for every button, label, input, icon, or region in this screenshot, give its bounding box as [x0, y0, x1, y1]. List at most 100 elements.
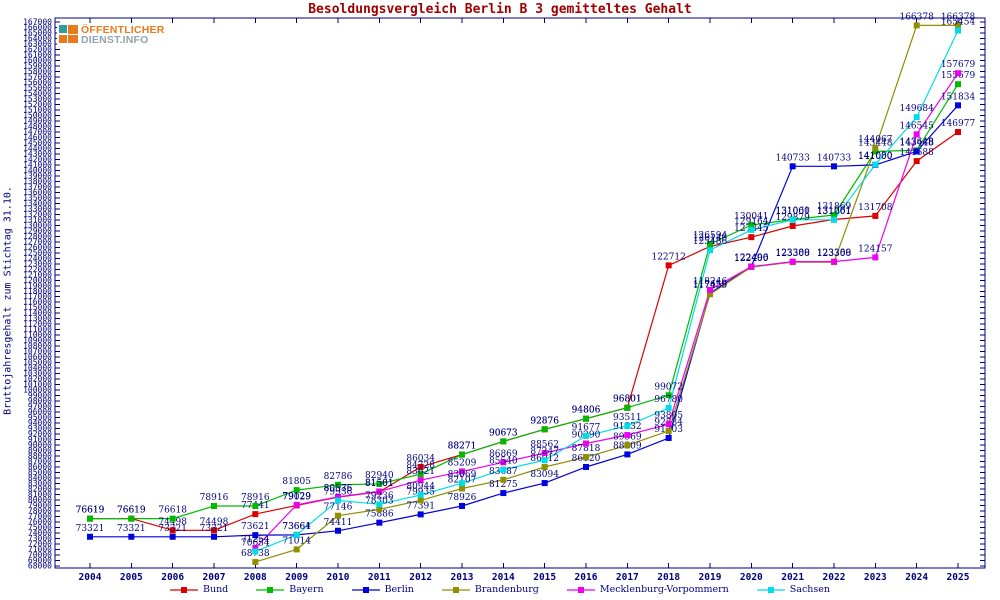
y-tick-label: 163000: [23, 39, 52, 48]
point-label-bayern-2018: 99072: [654, 382, 683, 392]
data-point-bund-2018: [665, 262, 672, 269]
point-label-bayern-2020: 130041: [734, 212, 768, 222]
point-label-mecklenburg-vorpommern-2020: 122490: [734, 254, 769, 264]
point-label-mecklenburg-vorpommern-2008: 71254: [241, 535, 270, 545]
data-point-bayern-2014: [500, 438, 507, 445]
point-label-bund-2014: 90673: [489, 428, 518, 438]
x-tick-label: 2014: [492, 572, 515, 583]
chart-title: Besoldungsvergleich Berlin B 3 gemittelt…: [308, 2, 692, 17]
point-label-bayern-2016: 94806: [572, 406, 601, 416]
logo[interactable]: ÖFFENTLICHER DIENST.INFO: [57, 24, 167, 46]
legend-item-berlin: Berlin: [351, 584, 414, 595]
point-label-berlin-2021: 140733: [775, 153, 810, 163]
y-tick-label: 154000: [23, 89, 52, 98]
y-tick-label: 165000: [23, 28, 52, 37]
x-tick-label: 2024: [905, 572, 928, 583]
point-label-bund-2012: 86034: [406, 454, 435, 464]
data-point-sachsen-2010: [335, 497, 341, 504]
x-tick-label: 2023: [864, 572, 887, 583]
y-tick-label: 95000: [28, 413, 52, 422]
y-tick-label: 96000: [28, 408, 52, 417]
y-tick-label: 161000: [23, 50, 52, 59]
y-tick-label: 92000: [28, 430, 52, 439]
point-label-mecklenburg-vorpommern-2012: 83621: [406, 467, 435, 477]
data-point-brandenburg-2012: [417, 497, 424, 504]
series-line-berlin: [90, 104, 959, 538]
point-label-bund-2015: 92876: [530, 416, 559, 426]
y-tick-label: 126000: [23, 243, 52, 252]
y-tick-label: 88000: [28, 452, 52, 461]
y-tick-label: 150000: [23, 111, 52, 120]
y-tick-label: 136000: [23, 188, 52, 197]
y-tick-label: 149000: [23, 116, 52, 125]
y-tick-label: 68000: [28, 562, 52, 571]
data-point-berlin-2005: [128, 533, 135, 540]
legend-label: Sachsen: [789, 584, 831, 595]
point-label-berlin-2004: 73321: [76, 524, 105, 534]
data-point-berlin-2011: [376, 519, 383, 526]
point-label-berlin-2015: 83094: [530, 470, 559, 480]
data-point-mecklenburg-vorpommern-2011: [376, 488, 383, 495]
y-tick-label: 110000: [23, 331, 52, 340]
point-label-mecklenburg-vorpommern-2019: 118246: [693, 277, 728, 287]
point-label-berlin-2006: 73321: [158, 524, 187, 534]
point-label-berlin-2008: 73621: [241, 522, 270, 532]
point-label-bund-2010: 80535: [324, 484, 353, 494]
point-label-bayern-2021: 131060: [775, 206, 810, 216]
legend: Bund Bayern Berlin Brandenburg Mecklenburg-V…: [0, 584, 1000, 595]
data-point-berlin-2004: [87, 533, 93, 540]
data-point-berlin-2008: [252, 532, 259, 539]
point-label-bayern-2012: 84728: [406, 461, 435, 471]
y-tick-label: 97000: [28, 402, 52, 411]
data-point-mecklenburg-vorpommern-2009: [293, 501, 300, 508]
point-label-sachsen-2022: 131001: [817, 207, 851, 217]
data-point-berlin-2010: [335, 527, 341, 534]
point-label-bund-2013: 88271: [448, 442, 477, 452]
point-label-mecklenburg-vorpommern-2024: 146545: [899, 121, 934, 131]
y-tick-label: 139000: [23, 171, 52, 180]
y-tick-label: 113000: [23, 314, 52, 323]
data-point-mecklenburg-vorpommern-2014: [500, 459, 507, 466]
y-tick-label: 74000: [28, 529, 52, 538]
data-point-berlin-2013: [459, 502, 465, 509]
series-line-bund: [90, 131, 959, 531]
point-label-mecklenburg-vorpommern-2011: 81561: [365, 478, 394, 488]
point-label-sachsen-2024: 149684: [899, 104, 934, 114]
y-tick-label: 94000: [28, 419, 52, 428]
x-tick-label: 2011: [368, 572, 391, 583]
data-point-sachsen-2022: [831, 216, 837, 223]
legend-label: Berlin: [384, 584, 414, 595]
logo-line1: ÖFFENTLICHER: [81, 24, 165, 36]
y-tick-label: 135000: [23, 193, 52, 202]
series-line-mecklenburg-vorpommern: [254, 72, 959, 549]
y-tick-label: 90000: [28, 441, 52, 450]
y-tick-label: 72000: [28, 540, 52, 549]
plot-frame: [54, 17, 986, 569]
data-point-brandenburg-2023: [872, 145, 879, 152]
point-label-bayern-2007: 78916: [200, 493, 229, 503]
point-label-bayern-2009: 81805: [282, 477, 311, 487]
data-point-sachsen-2011: [376, 501, 383, 508]
point-label-sachsen-2011: 79236: [365, 491, 394, 501]
y-tick-label: 148000: [23, 122, 52, 131]
point-label-bund-2004: 76619: [76, 506, 105, 516]
y-tick-label: 71000: [28, 545, 52, 554]
point-label-berlin-2023: 141000: [858, 152, 893, 162]
point-label-bayern-2008: 78916: [241, 493, 270, 503]
point-label-berlin-2010: 74411: [324, 518, 353, 528]
data-point-mecklenburg-vorpommern-2021: [789, 258, 796, 265]
data-point-bayern-2017: [624, 404, 631, 411]
data-point-mecklenburg-vorpommern-2012: [417, 477, 424, 484]
data-point-mecklenburg-vorpommern-2019: [707, 286, 713, 293]
y-tick-label: 75000: [28, 523, 52, 532]
point-label-brandenburg-2009: 71014: [282, 536, 311, 546]
y-tick-label: 80000: [28, 496, 52, 505]
point-label-sachsen-2016: 91677: [572, 423, 601, 433]
series-line-bayern: [90, 83, 959, 520]
data-point-bund-2008: [252, 511, 259, 518]
legend-label: Brandenburg: [474, 584, 539, 595]
point-label-berlin-2014: 81275: [489, 480, 518, 490]
x-tick-label: 2013: [451, 572, 474, 583]
data-point-sachsen-2023: [872, 161, 879, 168]
